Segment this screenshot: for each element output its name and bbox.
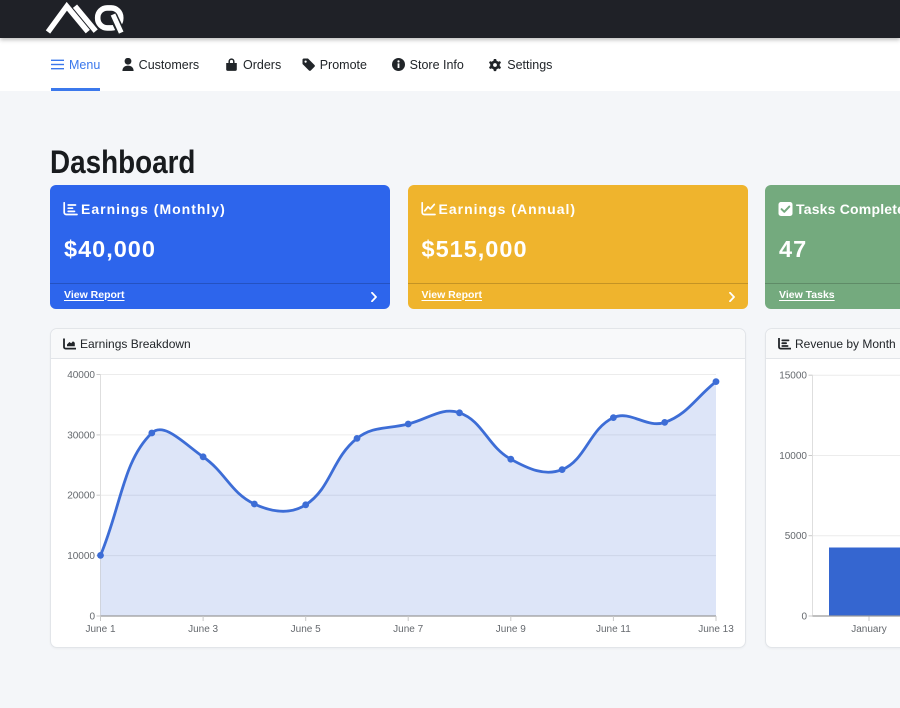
- svg-text:10000: 10000: [779, 451, 807, 462]
- svg-text:15000: 15000: [779, 371, 807, 382]
- svg-text:40000: 40000: [67, 370, 95, 381]
- svg-text:June 5: June 5: [291, 624, 321, 635]
- svg-text:June 7: June 7: [393, 624, 423, 635]
- svg-text:June 13: June 13: [698, 624, 734, 635]
- svg-text:0: 0: [89, 612, 95, 623]
- svg-text:20000: 20000: [67, 491, 95, 502]
- svg-text:0: 0: [801, 612, 807, 623]
- svg-text:June 1: June 1: [85, 624, 115, 635]
- svg-text:January: January: [851, 624, 887, 635]
- svg-text:30000: 30000: [67, 430, 95, 441]
- svg-text:10000: 10000: [67, 551, 95, 562]
- svg-text:June 9: June 9: [496, 624, 526, 635]
- svg-text:June 3: June 3: [188, 624, 218, 635]
- svg-text:5000: 5000: [785, 531, 808, 542]
- svg-text:June 11: June 11: [596, 624, 631, 635]
